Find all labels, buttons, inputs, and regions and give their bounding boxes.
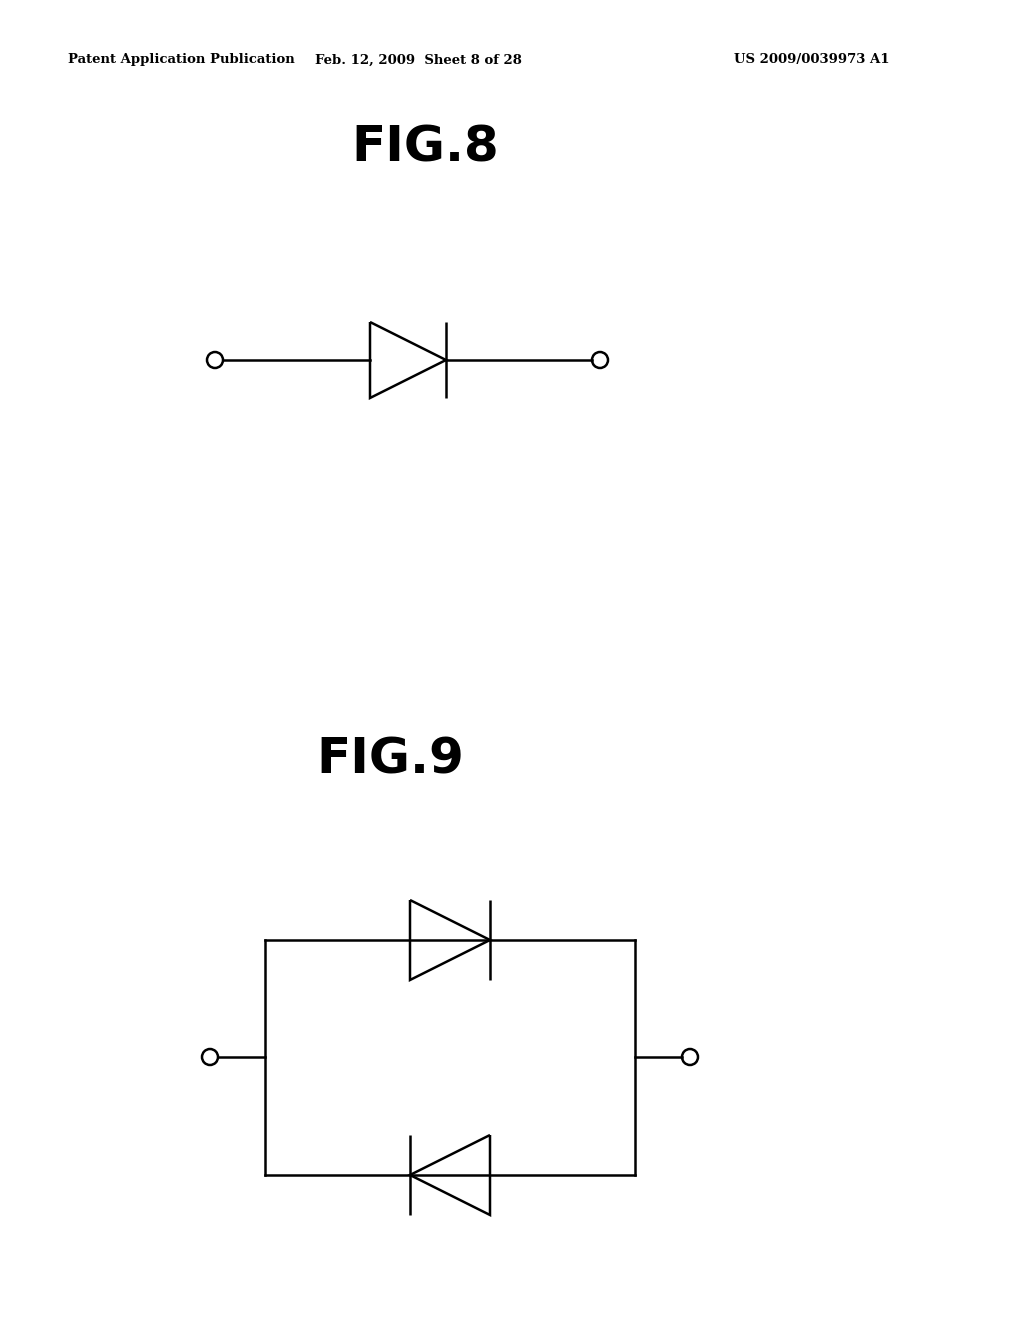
Text: US 2009/0039973 A1: US 2009/0039973 A1 bbox=[734, 54, 890, 66]
Text: FIG.8: FIG.8 bbox=[351, 124, 499, 172]
Text: Patent Application Publication: Patent Application Publication bbox=[68, 54, 295, 66]
Text: FIG.9: FIG.9 bbox=[316, 737, 464, 784]
Text: Feb. 12, 2009  Sheet 8 of 28: Feb. 12, 2009 Sheet 8 of 28 bbox=[314, 54, 521, 66]
